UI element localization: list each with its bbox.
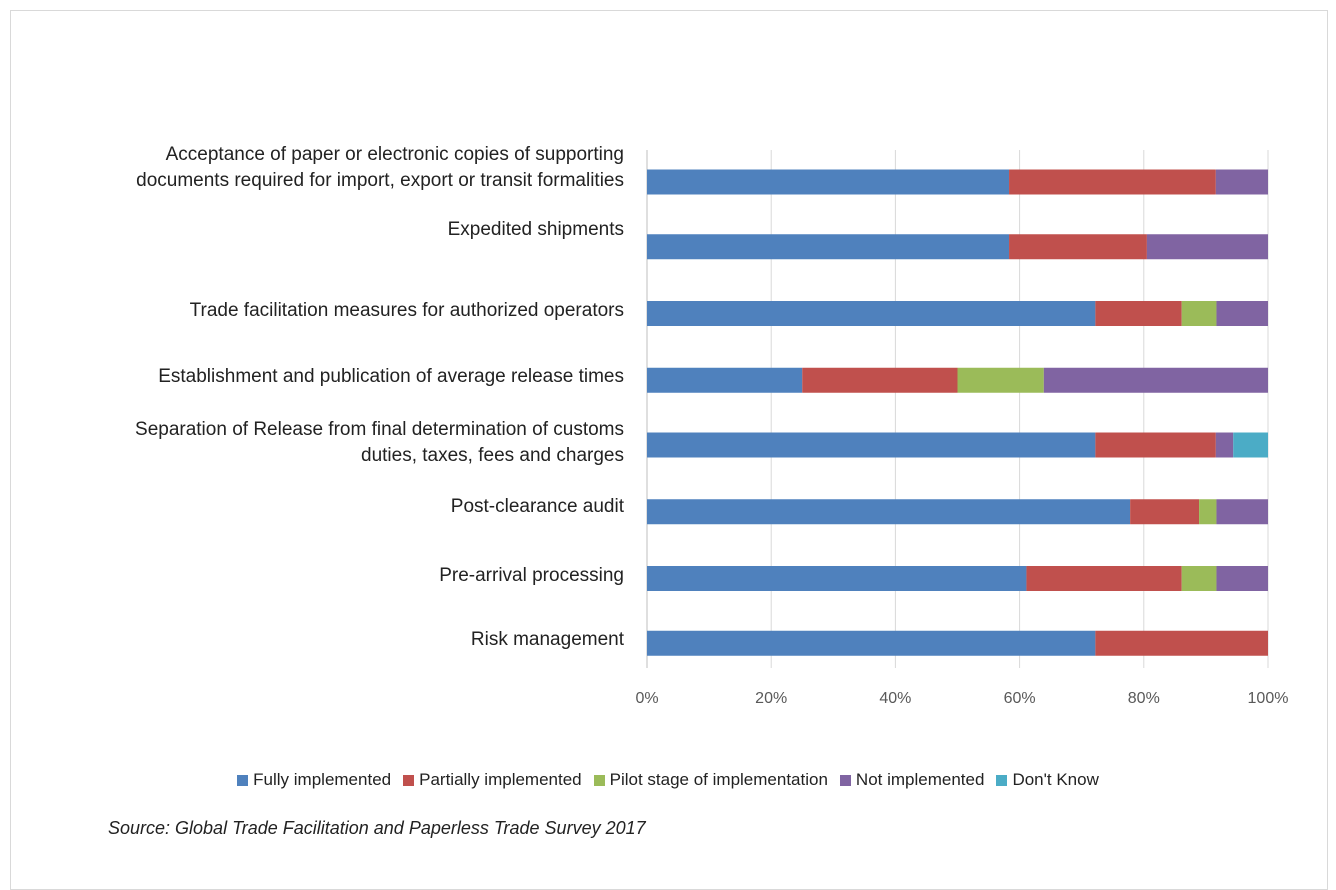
x-tick-label: 60%: [1004, 690, 1036, 707]
legend-swatch: [403, 774, 415, 786]
source-note: Source: Global Trade Facilitation and Pa…: [108, 818, 646, 838]
bar-segment: [1216, 301, 1268, 326]
bar-segment: [1043, 367, 1268, 393]
category-label: Risk management: [470, 629, 624, 651]
legend-item: Not implemented: [839, 770, 985, 790]
bar-segment: [647, 367, 803, 393]
bar-segment: [647, 169, 1010, 195]
bar-segment: [1130, 499, 1200, 525]
category-label: Trade facilitation measures for authoriz…: [189, 299, 624, 321]
category-label: Pre-arrival processing: [439, 564, 624, 586]
bar-segment: [647, 566, 1027, 591]
bar-segment: [1095, 432, 1216, 458]
legend-item: Fully implemented: [237, 770, 391, 790]
bar-segment: [1199, 499, 1217, 525]
category-label: Separation of Release from final determi…: [135, 419, 624, 466]
legend-label: Partially implemented: [419, 770, 582, 789]
category-label: Acceptance of paper or electronic copies…: [136, 144, 624, 191]
bar-segment: [957, 367, 1044, 393]
bar-segment: [1181, 301, 1217, 326]
legend-swatch: [996, 774, 1008, 786]
legend-item: Don't Know: [996, 770, 1099, 790]
bar-segment: [1146, 234, 1268, 260]
legend-label: Don't Know: [1012, 770, 1099, 789]
legend-label: Pilot stage of implementation: [609, 770, 828, 789]
legend-label: Fully implemented: [253, 770, 392, 789]
legend: Fully implemented Partially implemented Pi…: [0, 770, 1336, 790]
bar-segment: [647, 630, 1096, 656]
x-tick-label: 20%: [755, 690, 787, 707]
x-tick-label: 0%: [635, 690, 658, 707]
category-label: Post-clearance audit: [450, 495, 624, 517]
category-label: Expedited shipments: [447, 218, 624, 240]
bar-segment: [1009, 234, 1147, 260]
bar-segment: [647, 301, 1096, 326]
legend-swatch: [593, 774, 605, 786]
bar-segment: [647, 234, 1010, 260]
bar-segment: [1026, 566, 1182, 591]
legend-swatch: [237, 774, 249, 786]
legend-item: Pilot stage of implementation: [593, 770, 828, 790]
legend-label: Not implemented: [855, 770, 985, 789]
x-tick-label: 100%: [1248, 690, 1289, 707]
bar-segment: [1009, 169, 1216, 195]
bar-segment: [1095, 301, 1182, 326]
bar-segment: [1216, 499, 1268, 525]
x-tick-label: 40%: [879, 690, 911, 707]
category-label: Establishment and publication of average…: [158, 366, 624, 388]
bar-segment: [1215, 169, 1268, 195]
stacked-bar-chart: 0% 20% 40% 60% 80% 100%: [635, 150, 1289, 707]
bar-segment: [647, 499, 1131, 525]
bar-segment: [1095, 630, 1268, 656]
bar-segment: [1181, 566, 1217, 591]
bar-segment: [647, 432, 1096, 458]
x-tick-label: 80%: [1128, 690, 1160, 707]
bar-segment: [1215, 432, 1234, 458]
legend-item: Partially implemented: [403, 770, 582, 790]
bar-segment: [1216, 566, 1268, 591]
bar-segment: [802, 367, 958, 393]
legend-swatch: [839, 774, 851, 786]
bar-segment: [1233, 432, 1268, 458]
